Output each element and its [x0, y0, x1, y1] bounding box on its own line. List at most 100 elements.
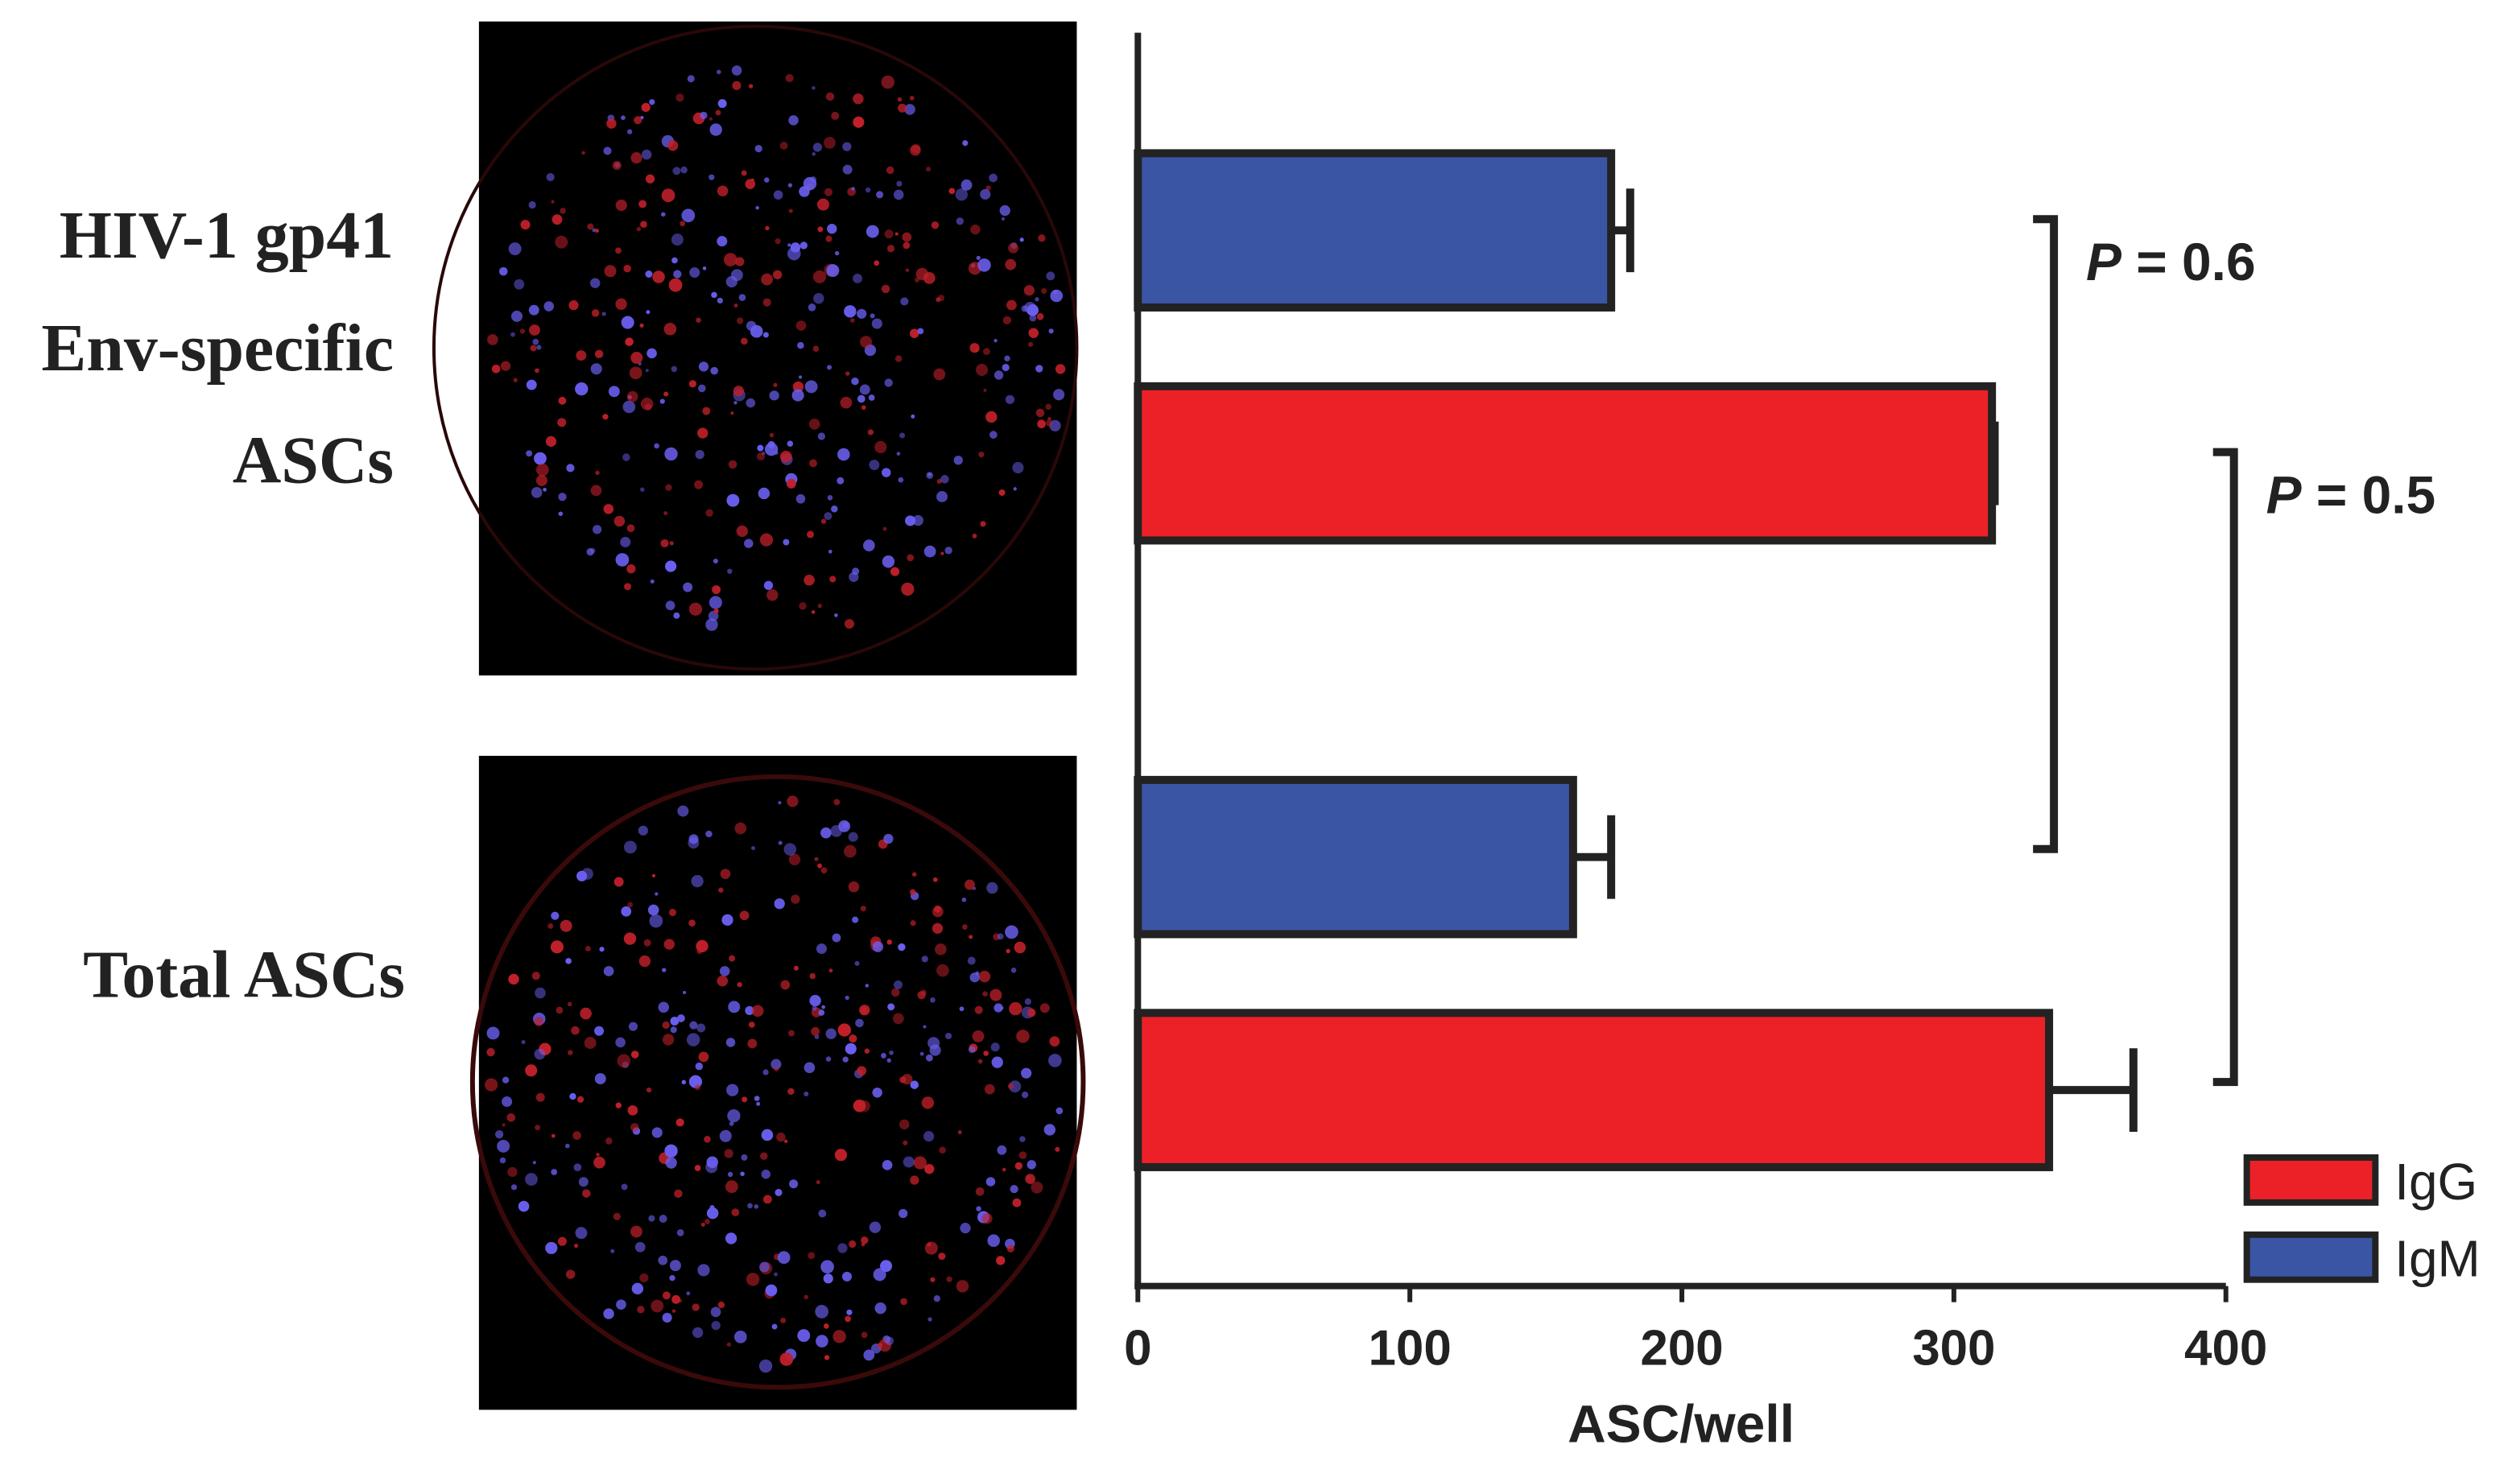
- image-spot: [845, 995, 849, 1001]
- image-spot: [1019, 237, 1024, 242]
- image-spot: [627, 902, 634, 908]
- image-spot: [1028, 341, 1034, 347]
- image-spot: [1006, 948, 1010, 954]
- image-spot: [1055, 364, 1066, 374]
- image-spot: [766, 589, 779, 601]
- image-spot: [787, 246, 801, 261]
- image-spot: [525, 1064, 538, 1077]
- image-spot: [881, 284, 890, 294]
- image-spot: [667, 140, 679, 151]
- image-spot: [630, 1123, 639, 1132]
- image-spot: [626, 390, 638, 402]
- image-spot: [903, 1156, 915, 1168]
- image-spot: [581, 868, 593, 880]
- image-spot: [769, 390, 779, 401]
- image-spot: [913, 1156, 927, 1170]
- image-spot: [734, 1331, 747, 1343]
- image-spot: [534, 1048, 546, 1060]
- image-spot: [787, 1088, 795, 1096]
- image-spot: [647, 348, 657, 359]
- image-spot: [872, 1088, 882, 1098]
- image-spot: [763, 580, 774, 590]
- image-spot: [804, 574, 815, 586]
- image-spot: [1047, 416, 1051, 421]
- image-spot: [874, 440, 887, 454]
- image-spot: [638, 825, 648, 836]
- image-spot: [983, 1050, 989, 1056]
- image-spot: [545, 435, 557, 447]
- image-spot: [994, 1003, 1003, 1013]
- image-spot: [804, 1294, 808, 1300]
- image-spot: [803, 176, 817, 191]
- image-spot: [984, 1083, 995, 1095]
- image-spot: [975, 363, 989, 376]
- image-spot: [697, 1264, 710, 1277]
- image-spot: [673, 270, 682, 279]
- image-spot: [719, 966, 730, 976]
- image-spot: [962, 140, 969, 147]
- image-spot: [637, 1306, 645, 1314]
- image-spot: [869, 460, 880, 470]
- image-spot: [812, 142, 823, 152]
- image-spot: [686, 1033, 700, 1046]
- image-spot: [923, 271, 936, 284]
- image-spot: [594, 1026, 605, 1036]
- image-spot: [845, 1042, 857, 1055]
- image-spot: [924, 1241, 938, 1255]
- image-spot: [815, 1305, 829, 1319]
- image-spot: [936, 964, 949, 977]
- image-spot: [502, 1123, 506, 1127]
- image-spot: [673, 612, 680, 619]
- image-spot: [827, 224, 837, 234]
- image-spot: [961, 897, 967, 902]
- image-spot: [556, 1006, 564, 1014]
- image-spot: [663, 511, 668, 515]
- image-spot: [824, 1355, 830, 1360]
- image-spot: [507, 1166, 518, 1178]
- image-spot: [837, 1243, 848, 1253]
- image-spot: [698, 384, 706, 393]
- image-spot: [940, 551, 944, 555]
- image-spot: [846, 1309, 853, 1315]
- image-spot: [725, 1232, 737, 1244]
- image-spot: [892, 1013, 904, 1025]
- image-spot: [585, 946, 591, 951]
- image-spot: [774, 1067, 779, 1071]
- image-spot: [960, 179, 973, 191]
- image-spot: [590, 485, 602, 497]
- image-spot: [1006, 299, 1017, 311]
- image-spot: [851, 377, 859, 386]
- image-spot: [874, 260, 880, 266]
- image-spot: [825, 1056, 832, 1062]
- image-spot: [1014, 941, 1027, 954]
- image-spot: [978, 451, 985, 458]
- image-spot: [718, 887, 724, 893]
- annotation-text: = 0.5: [2302, 465, 2436, 525]
- image-spot: [820, 867, 828, 874]
- image-spot: [593, 525, 602, 535]
- image-spot: [1050, 289, 1064, 303]
- image-spot: [695, 450, 704, 460]
- image-spot: [620, 536, 631, 547]
- image-spot: [874, 1302, 886, 1315]
- image-spot: [756, 1101, 761, 1106]
- image-spot: [813, 293, 824, 304]
- image-spot: [688, 602, 703, 616]
- image-spot: [692, 1303, 700, 1311]
- image-spot: [849, 1034, 857, 1043]
- image-spot: [931, 221, 940, 229]
- image-spot: [589, 278, 601, 288]
- image-spot: [691, 874, 704, 888]
- image-spot: [573, 1244, 579, 1249]
- image-spot: [747, 1203, 753, 1209]
- image-spot: [969, 343, 980, 353]
- image-spot: [842, 1056, 849, 1063]
- image-spot: [603, 504, 614, 514]
- image-spot: [788, 208, 793, 213]
- image-spot: [646, 1087, 652, 1093]
- image-spot: [664, 1144, 678, 1158]
- image-spot: [809, 994, 821, 1007]
- image-spot: [818, 1009, 825, 1016]
- image-spot: [1013, 487, 1017, 491]
